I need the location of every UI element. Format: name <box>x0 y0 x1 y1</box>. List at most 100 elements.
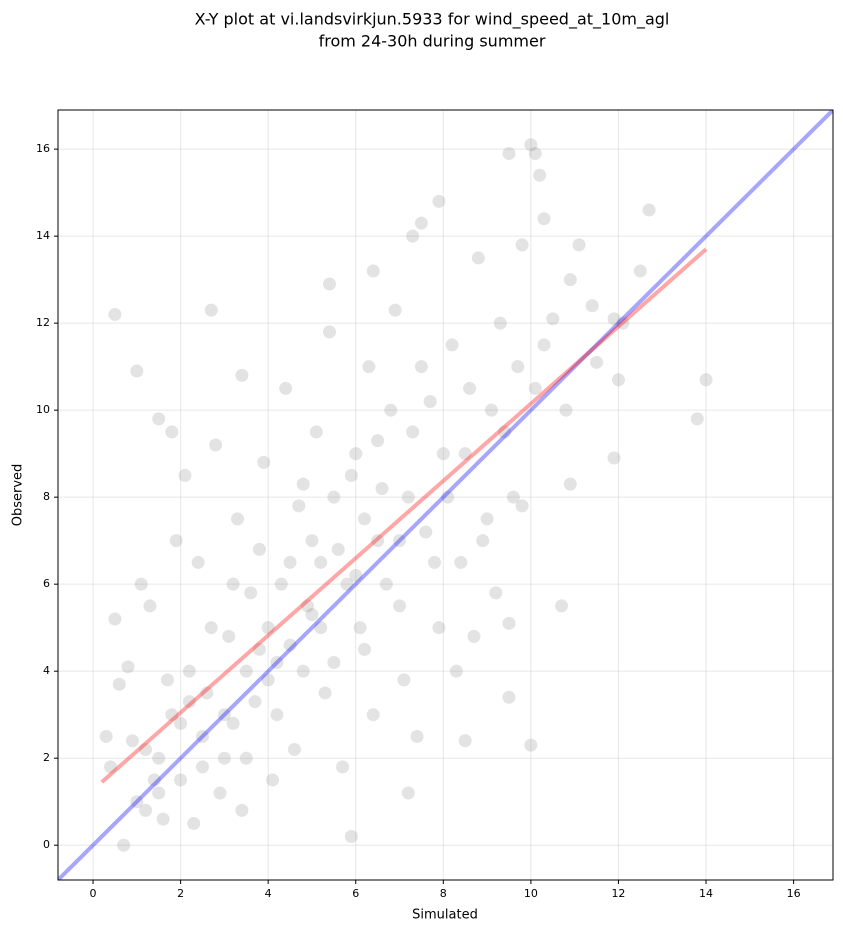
scatter-point <box>432 621 446 635</box>
scatter-point <box>152 751 166 765</box>
scatter-point <box>590 355 604 369</box>
scatter-point <box>458 734 472 748</box>
fit-line <box>100 247 708 784</box>
scatter-point <box>506 490 520 504</box>
scatter-point <box>257 455 271 469</box>
scatter-point <box>384 403 398 417</box>
scatter-point <box>200 686 214 700</box>
scatter-point <box>222 629 236 643</box>
scatter-point <box>125 734 139 748</box>
scatter-point <box>134 577 148 591</box>
scatter-point <box>191 555 205 569</box>
scatter-point <box>502 147 516 161</box>
scatter-point <box>261 673 275 687</box>
x-tick-label: 2 <box>177 887 184 900</box>
scatter-point <box>336 760 350 774</box>
scatter-point <box>388 303 402 317</box>
scatter-point <box>287 742 301 756</box>
scatter-point <box>239 751 253 765</box>
scatter-point <box>349 568 363 582</box>
scatter-point <box>217 708 231 722</box>
scatter-point <box>322 325 336 339</box>
scatter-point <box>371 534 385 548</box>
y-tick-label: 0 <box>43 838 50 851</box>
scatter-point <box>209 438 223 452</box>
scatter-point <box>344 468 358 482</box>
scatter-point <box>165 708 179 722</box>
scatter-point <box>327 490 341 504</box>
fit-line <box>58 110 833 880</box>
scatter-point <box>642 203 656 217</box>
scatter-point <box>226 577 240 591</box>
scatter-point <box>296 477 310 491</box>
scatter-point <box>174 773 188 787</box>
y-tick-label: 6 <box>43 577 50 590</box>
scatter-point <box>467 629 481 643</box>
scatter-point <box>349 447 363 461</box>
scatter-point <box>441 490 455 504</box>
y-tick-label: 4 <box>43 664 50 677</box>
scatter-point <box>283 555 297 569</box>
x-tick-label: 16 <box>787 887 801 900</box>
scatter-point <box>393 599 407 613</box>
scatter-point <box>515 238 529 252</box>
scatter-point <box>607 451 621 465</box>
scatter-point <box>432 194 446 208</box>
x-tick-label: 4 <box>265 887 272 900</box>
scatter-point <box>458 447 472 461</box>
plot-area <box>58 110 833 880</box>
scatter-point <box>397 673 411 687</box>
scatter-point <box>528 147 542 161</box>
scatter-point <box>174 716 188 730</box>
scatter-point <box>104 760 118 774</box>
scatter-point <box>322 277 336 291</box>
scatter-point <box>563 477 577 491</box>
x-tick-label: 10 <box>524 887 538 900</box>
x-tick-label: 8 <box>440 887 447 900</box>
scatter-point <box>449 664 463 678</box>
axes-frame <box>57 109 834 881</box>
scatter-point <box>112 677 126 691</box>
y-tick-label: 16 <box>36 142 50 155</box>
scatter-point <box>484 403 498 417</box>
scatter-point <box>274 577 288 591</box>
scatter-point <box>366 264 380 278</box>
scatter-point <box>305 534 319 548</box>
scatter-point <box>546 312 560 326</box>
scatter-point <box>292 499 306 513</box>
scatter-point <box>357 642 371 656</box>
scatter-point <box>528 381 542 395</box>
scatter-point <box>524 738 538 752</box>
scatter-point <box>261 621 275 635</box>
scatter-point <box>366 708 380 722</box>
scatter-point <box>563 273 577 287</box>
scatter-point <box>406 229 420 243</box>
scatter-point <box>152 412 166 426</box>
scatter-point <box>340 577 354 591</box>
scatter-point <box>252 542 266 556</box>
x-tick-label: 12 <box>611 887 625 900</box>
scatter-point <box>195 760 209 774</box>
scatter-point <box>537 212 551 226</box>
scatter-point <box>414 216 428 230</box>
scatter-point <box>226 716 240 730</box>
y-axis-label: Observed <box>11 464 26 527</box>
scatter-point <box>524 138 538 152</box>
scatter-point <box>270 708 284 722</box>
scatter-point <box>318 686 332 700</box>
scatter-point <box>204 303 218 317</box>
scatter-point <box>182 664 196 678</box>
scatter-point <box>423 394 437 408</box>
scatter-point <box>108 612 122 626</box>
scatter-point <box>607 312 621 326</box>
scatter-point <box>117 838 131 852</box>
scatter-point <box>283 638 297 652</box>
y-tick-label: 8 <box>43 490 50 503</box>
scatter-point <box>314 621 328 635</box>
scatter-point <box>493 316 507 330</box>
scatter-point <box>401 786 415 800</box>
x-axis-label: Simulated <box>412 908 478 923</box>
scatter-point <box>699 373 713 387</box>
chart-subtitle: from 24-30h during summer <box>319 32 546 51</box>
